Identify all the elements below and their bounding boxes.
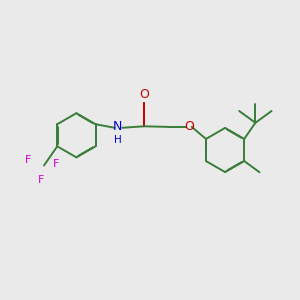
Text: F: F (53, 159, 60, 169)
Text: N: N (113, 120, 122, 133)
Text: F: F (38, 175, 44, 184)
Text: O: O (184, 120, 194, 134)
Text: O: O (139, 88, 149, 101)
Text: F: F (25, 155, 31, 165)
Text: H: H (114, 135, 122, 145)
